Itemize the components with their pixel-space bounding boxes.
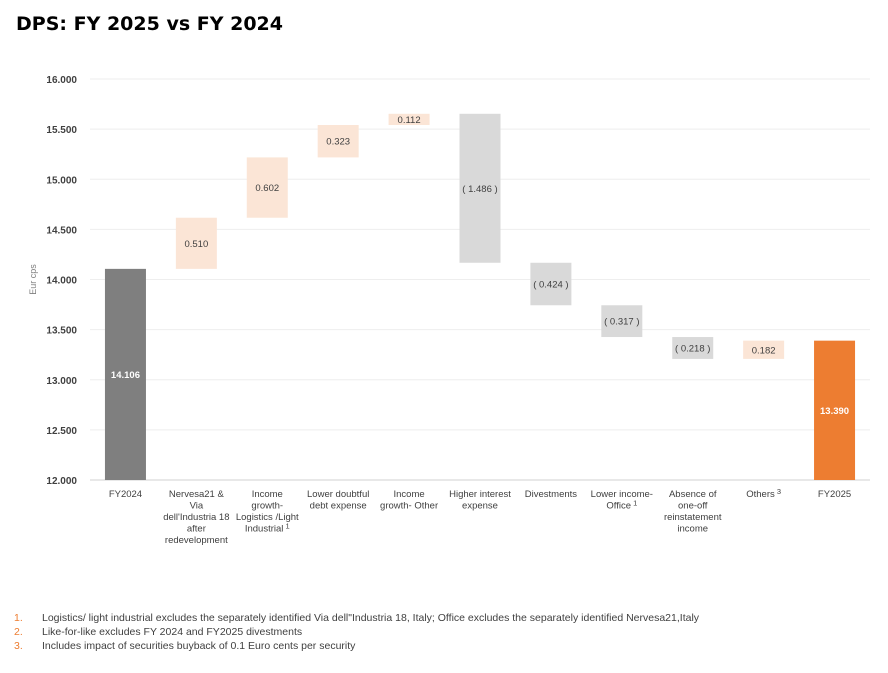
- footnote-3: 3. Includes impact of securities buyback …: [14, 639, 699, 653]
- x-tick-label: growth-: [251, 501, 283, 512]
- y-tick-label: 15.500: [46, 125, 77, 136]
- data-label: 13.390: [820, 406, 849, 417]
- x-tick-label: Via: [190, 501, 204, 512]
- footnote-number: 1.: [14, 612, 23, 624]
- footnote-text: Logistics/ light industrial excludes the…: [42, 612, 700, 624]
- x-tick-label: dell'Industria 18: [163, 512, 229, 523]
- y-axis-label: Eur cps: [28, 264, 38, 295]
- x-tick-label: FY2025: [818, 489, 851, 500]
- x-tick-label: Lower income-: [591, 489, 653, 500]
- bar: [672, 337, 714, 359]
- x-tick-label: Divestments: [525, 489, 578, 500]
- x-tick-label: expense: [462, 501, 498, 512]
- x-tick-label: Absence of: [669, 489, 717, 500]
- data-label: 14.106: [111, 370, 140, 381]
- x-tick-label: Higher interest: [449, 489, 511, 500]
- bar: [459, 113, 501, 263]
- data-label: 0.602: [255, 183, 279, 194]
- y-tick-label: 12.500: [46, 426, 77, 437]
- footnote-text: Like-for-like excludes FY 2024 and FY202…: [42, 626, 303, 638]
- x-tick-label: Others 3: [746, 487, 781, 500]
- data-label: 0.510: [184, 239, 208, 250]
- y-tick-label: 16.000: [46, 75, 77, 86]
- bar: [601, 305, 643, 338]
- data-label: ( 0.317 ): [604, 317, 639, 328]
- data-label: 0.112: [398, 115, 421, 126]
- data-label: 0.182: [752, 345, 776, 356]
- bar: [317, 125, 359, 158]
- x-tick-label: growth- Other: [380, 501, 438, 512]
- x-tick-label: after: [187, 524, 206, 535]
- footnote-number: 3.: [14, 640, 23, 652]
- footnote-text: Includes impact of securities buyback of…: [42, 640, 356, 652]
- y-tick-label: 12.000: [46, 476, 77, 487]
- x-tick-label: Office 1: [606, 499, 637, 512]
- bar: [530, 262, 572, 306]
- footnote-2: 2. Like-for-like excludes FY 2024 and FY2…: [14, 625, 699, 639]
- y-tick-label: 13.500: [46, 326, 77, 337]
- bar: [104, 268, 146, 480]
- x-tick-label: Industrial 1: [245, 522, 290, 535]
- x-tick-label: FY2024: [109, 489, 142, 500]
- x-tick-label: reinstatement: [664, 512, 722, 523]
- x-tick-label: income: [677, 524, 708, 535]
- waterfall-chart: 12.000 12.500 13.000 13.500 14.000 14.500 15.0…: [28, 75, 870, 546]
- data-label: ( 1.486 ): [462, 184, 497, 195]
- superscript: 1: [283, 522, 289, 531]
- x-tick-label: debt expense: [310, 501, 367, 512]
- x-tick-label: Lower doubtful: [307, 489, 369, 500]
- data-label: ( 0.424 ): [533, 280, 568, 291]
- y-tick-label: 13.000: [46, 376, 77, 387]
- bar: [388, 113, 430, 126]
- x-tick-label: Income: [252, 489, 283, 500]
- bar: [814, 340, 856, 480]
- superscript: 1: [631, 499, 637, 508]
- data-label: ( 0.218 ): [675, 343, 710, 354]
- data-label: 0.323: [326, 137, 350, 148]
- footnotes: 1. Logistics/ light industrial excludes t…: [14, 611, 699, 653]
- y-tick-label: 15.000: [46, 175, 77, 186]
- bar: [246, 157, 288, 218]
- bar: [743, 340, 785, 359]
- superscript: 3: [775, 487, 781, 496]
- footnote-1: 1. Logistics/ light industrial excludes t…: [14, 611, 699, 625]
- footnote-number: 2.: [14, 626, 23, 638]
- x-tick-label: Income: [394, 489, 425, 500]
- x-tick-label: Nervesa21 &: [169, 489, 225, 500]
- x-tick-label: one-off: [678, 501, 708, 512]
- chart-title: DPS: FY 2025 vs FY 2024: [16, 13, 283, 35]
- x-tick-label: Logistics /Light: [236, 512, 299, 523]
- y-tick-label: 14.500: [46, 225, 77, 236]
- x-tick-label: redevelopment: [165, 535, 228, 546]
- bar: [175, 217, 217, 269]
- y-tick-label: 14.000: [46, 276, 77, 287]
